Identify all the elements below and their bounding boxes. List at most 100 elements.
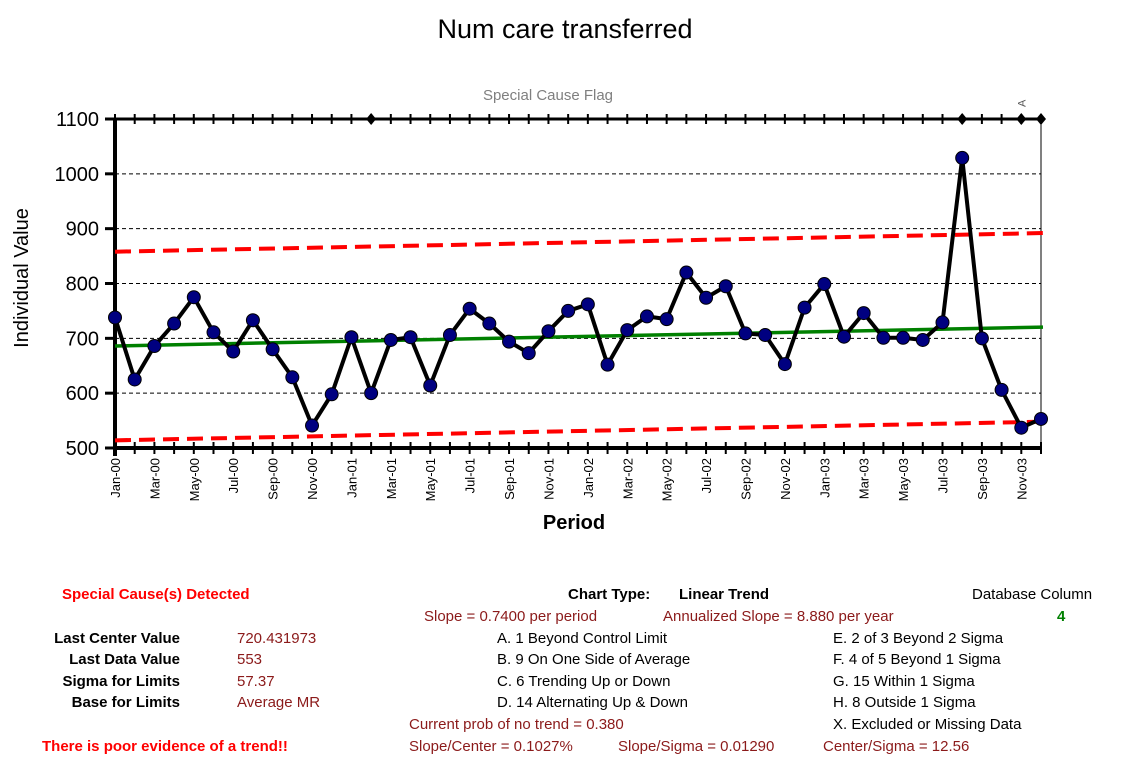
data-point <box>639 309 654 324</box>
last-data-value: 553 <box>237 651 263 668</box>
data-point <box>502 334 517 349</box>
data-point <box>127 372 142 387</box>
data-point <box>265 342 280 357</box>
x-tick-label: Mar-03 <box>857 458 872 499</box>
center-sigma: Center/Sigma = 12.56 <box>823 738 970 755</box>
data-point <box>876 330 891 345</box>
data-point <box>521 346 536 361</box>
data-series-line <box>113 155 1042 430</box>
data-point <box>167 316 182 331</box>
data-point <box>718 279 733 294</box>
data-point <box>541 324 556 339</box>
x-tick-label: Nov-01 <box>541 458 556 500</box>
x-tick-label: Sep-03 <box>975 458 990 500</box>
last-center-value: 720.431973 <box>237 630 317 647</box>
rule-x: X. Excluded or Missing Data <box>833 716 1022 733</box>
x-tick-label: Jul-00 <box>226 458 241 493</box>
special-cause-flag-marker <box>366 113 377 125</box>
database-column-value: 4 <box>1057 608 1066 625</box>
y-tick-label: 600 <box>66 383 99 405</box>
data-point <box>108 310 122 325</box>
x-tick-label: Sep-02 <box>738 458 753 500</box>
special-cause-flag-text: A <box>1016 99 1028 107</box>
data-point <box>659 312 674 327</box>
rule-b: B. 9 On One Side of Average <box>497 651 691 668</box>
data-point <box>955 150 970 165</box>
x-tick-label: May-02 <box>660 458 675 501</box>
y-tick-label: 1000 <box>55 164 100 186</box>
data-point <box>1034 411 1048 426</box>
slope-text: Slope = 0.7400 per period <box>424 608 598 625</box>
data-point <box>1014 420 1029 435</box>
data-point <box>245 313 260 328</box>
points-layer <box>108 150 1048 435</box>
grid-layer <box>115 173 1041 394</box>
y-tick-label: 700 <box>66 328 99 350</box>
x-tick-label: Mar-02 <box>620 458 635 499</box>
data-point <box>699 290 714 305</box>
x-tick-label: Jan-03 <box>817 458 832 498</box>
upper-control-limit-line <box>114 231 1044 254</box>
chart-type-value: Linear Trend <box>679 586 770 603</box>
data-point <box>305 418 320 433</box>
data-point <box>344 330 359 345</box>
special-cause-flag-marker <box>1036 113 1046 125</box>
x-tick-label: Jan-01 <box>344 458 359 498</box>
rule-h: H. 8 Outside 1 Sigma <box>833 694 976 711</box>
database-column-label: Database Column <box>972 586 1093 603</box>
data-point <box>836 329 851 344</box>
x-tick-label: Jan-02 <box>581 458 596 498</box>
data-point <box>482 316 497 331</box>
axis-layer: 500 600 700 800 900 1000 1100 Jan-00 Mar-00 May-0… <box>55 99 1046 501</box>
data-point <box>777 357 792 372</box>
y-tick-label: 800 <box>66 274 99 296</box>
slope-center: Slope/Center = 0.1027% <box>409 738 573 755</box>
x-tick-label: Mar-01 <box>384 458 399 499</box>
data-point <box>817 277 832 292</box>
data-point <box>364 386 379 401</box>
last-center-label: Last Center Value <box>54 630 180 647</box>
x-tick-label: Sep-00 <box>266 458 281 500</box>
sigma-label: Sigma for Limits <box>62 673 180 690</box>
lines-layer <box>113 155 1044 443</box>
data-point <box>462 301 477 316</box>
data-point <box>324 387 339 402</box>
data-point <box>758 328 773 343</box>
x-tick-label: Jan-00 <box>108 458 123 498</box>
special-cause-detected: Special Cause(s) Detected <box>62 586 250 603</box>
x-tick-label: Nov-03 <box>1014 458 1029 500</box>
special-cause-flag-label: Special Cause Flag <box>483 87 613 104</box>
y-tick-label: 900 <box>66 219 99 241</box>
special-cause-flag-marker <box>957 113 968 125</box>
rule-g: G. 15 Within 1 Sigma <box>833 673 975 690</box>
rule-a: A. 1 Beyond Control Limit <box>497 630 668 647</box>
data-point <box>856 306 871 321</box>
x-tick-label: May-03 <box>896 458 911 501</box>
data-point <box>620 323 635 338</box>
data-point <box>797 300 812 315</box>
rule-d: D. 14 Alternating Up & Down <box>497 694 688 711</box>
data-point <box>403 330 418 345</box>
last-data-label: Last Data Value <box>69 651 180 668</box>
data-point <box>285 370 300 385</box>
rule-e: E. 2 of 3 Beyond 2 Sigma <box>833 630 1004 647</box>
x-tick-label: Jul-02 <box>699 458 714 493</box>
chart-type-label: Chart Type: <box>568 586 651 603</box>
data-point <box>915 332 930 347</box>
x-tick-label: May-01 <box>423 458 438 501</box>
x-tick-label: Jul-03 <box>935 458 950 493</box>
data-point <box>738 326 753 341</box>
data-point <box>383 332 398 347</box>
y-axis-label: Individual Value <box>11 208 33 348</box>
y-tick-label: 1100 <box>56 109 99 131</box>
data-point <box>580 297 595 312</box>
slope-sigma: Slope/Sigma = 0.01290 <box>618 738 775 755</box>
control-chart: Num care transferred Special Cause Flag … <box>11 14 1048 534</box>
x-tick-label: May-00 <box>187 458 202 501</box>
y-tick-label: 500 <box>66 438 99 460</box>
x-tick-label: Sep-01 <box>502 458 517 500</box>
data-point <box>147 339 162 354</box>
chart-title: Num care transferred <box>437 14 692 44</box>
data-point <box>423 378 438 393</box>
prob-no-trend: Current prob of no trend = 0.380 <box>409 716 624 733</box>
